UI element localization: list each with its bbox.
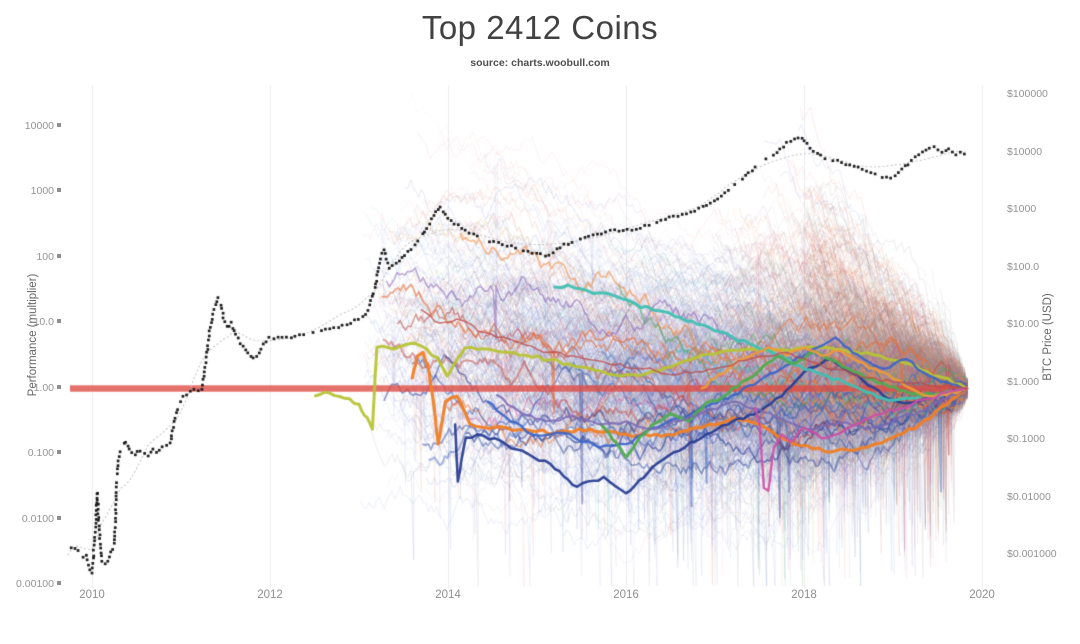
left-axis-tick-marker [57, 450, 61, 454]
right-axis-title: BTC Price (USD) [1042, 293, 1054, 381]
chart-title: Top 2412 Coins [421, 9, 659, 46]
left-axis-tick-marker [57, 319, 61, 323]
right-axis-tick: $10000 [1007, 145, 1043, 158]
x-axis-tick: 2020 [969, 589, 995, 601]
left-axis-tick: 1000 [4, 185, 61, 197]
x-axis-tick: 2010 [79, 589, 105, 601]
left-axis-tick-marker [57, 384, 61, 389]
left-axis-tick: 0.0100 [4, 513, 61, 525]
left-axis-title: Performance (multiplier) [27, 273, 39, 397]
left-axis-tick-marker [57, 253, 61, 258]
x-axis-tick: 2014 [435, 589, 461, 601]
right-axis-tick: $10.00 [1007, 318, 1040, 330]
right-axis-tick: $1000 [1007, 203, 1037, 215]
right-axis-tick: $0.01000 [1007, 490, 1051, 503]
left-axis-tick-marker [57, 122, 61, 127]
right-axis-tick: $0.001000 [1007, 548, 1057, 560]
left-axis-tick-marker [57, 581, 61, 585]
left-axis-tick-marker [57, 188, 61, 192]
x-axis-tick: 2018 [791, 589, 817, 601]
left-axis-tick: 1.00 [4, 382, 61, 394]
left-axis-tick: 100 [4, 251, 61, 263]
right-axis-tick: $100.0 [1007, 260, 1040, 273]
x-axis-tick: 2016 [613, 589, 639, 601]
right-axis-tick: $1.000 [1007, 375, 1040, 388]
left-axis-tick: 10000 [4, 120, 61, 132]
x-axis-tick: 2012 [257, 589, 283, 601]
left-axis-tick-marker [57, 515, 61, 520]
left-axis-tick: 10.0 [4, 316, 61, 328]
right-axis-tick: $0.1000 [1007, 433, 1045, 445]
left-axis-tick: 0.100 [4, 447, 61, 459]
left-axis-tick: 0.00100 [4, 578, 61, 590]
chart-subtitle: source: charts.woobull.com [470, 57, 610, 69]
right-axis-tick: $100000 [1007, 88, 1048, 100]
